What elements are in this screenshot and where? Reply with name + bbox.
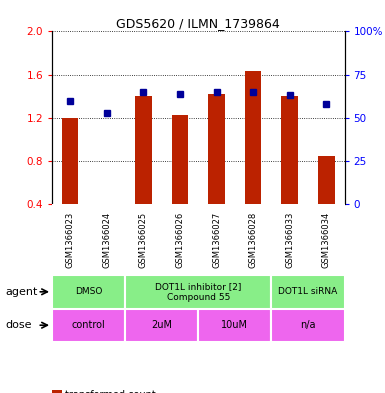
Text: GSM1366027: GSM1366027 [212,211,221,268]
Title: GDS5620 / ILMN_1739864: GDS5620 / ILMN_1739864 [116,17,280,30]
Text: GSM1366034: GSM1366034 [322,211,331,268]
Bar [245,72,261,204]
Text: transformed count: transformed count [65,390,156,393]
Text: GSM1366025: GSM1366025 [139,212,148,268]
Text: n/a: n/a [300,320,316,330]
Text: agent: agent [6,287,38,297]
Bar [208,94,225,204]
Bar [271,309,345,342]
Text: GSM1366024: GSM1366024 [102,212,111,268]
Text: 10uM: 10uM [221,320,248,330]
Bar [52,275,125,309]
Text: GSM1366026: GSM1366026 [176,211,184,268]
Bar [172,115,188,204]
Text: dose: dose [6,320,32,330]
Bar [271,275,345,309]
Bar [198,309,271,342]
Bar [135,96,152,204]
Text: GSM1366028: GSM1366028 [249,211,258,268]
Bar [52,309,125,342]
Text: DMSO: DMSO [75,287,102,296]
Text: 2uM: 2uM [151,320,172,330]
Bar [281,96,298,204]
Bar [125,309,198,342]
Text: GSM1366023: GSM1366023 [66,211,75,268]
Bar [318,156,335,204]
Bar [62,118,79,204]
Text: control: control [72,320,105,330]
Bar [125,275,271,309]
Text: GSM1366033: GSM1366033 [285,211,294,268]
Text: DOT1L inhibitor [2]
Compound 55: DOT1L inhibitor [2] Compound 55 [155,282,241,301]
Text: DOT1L siRNA: DOT1L siRNA [278,287,338,296]
